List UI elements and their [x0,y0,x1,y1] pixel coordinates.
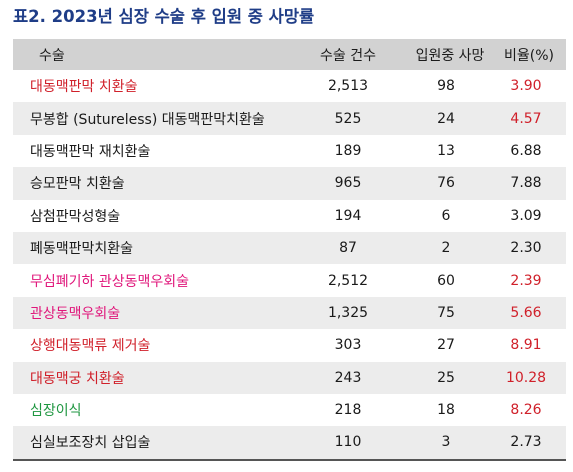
table-body: 대동맥판막 치환술 2,513 98 3.90 무봉합 (Sutureless) 대동맥… [13,70,566,461]
surgery-count-cell: 303 [334,337,362,354]
death-ratio-cell: 8.26 [510,402,542,419]
surgery-name-cell: 대동맥판막 재치환술 [30,143,151,160]
table-row: 심실보조장치 삽입술 110 3 2.73 [13,426,566,461]
surgery-count-cell: 194 [334,207,362,224]
death-count-cell: 98 [437,78,455,95]
death-count-cell: 25 [437,369,455,386]
surgery-count-cell: 189 [334,142,362,159]
table-header-row: 수술 수술 건수 입원중 사망 비율(%) [13,39,566,70]
surgery-count-cell: 218 [334,402,362,419]
surgery-name-cell: 폐동맥판막치환술 [30,241,134,258]
surgery-count-cell: 243 [334,369,362,386]
surgery-name-cell: 상행대동맥류 제거술 [30,338,151,355]
table-row: 대동맥궁 치환술 243 25 10.28 [13,361,566,394]
table-row: 삼첨판막성형술 194 6 3.09 [13,199,566,232]
surgery-count-cell: 2,513 [327,78,369,95]
death-count-cell: 24 [437,110,455,127]
surgery-name-cell: 심실보조장치 삽입술 [30,435,151,452]
surgery-name-cell: 삼첨판막성형술 [30,208,121,225]
table-row: 대동맥판막 치환술 2,513 98 3.90 [13,70,566,103]
table-row: 승모판막 치환술 965 76 7.88 [13,167,566,200]
surgery-name-cell: 대동맥판막 치환술 [30,79,138,96]
death-count-cell: 13 [437,142,455,159]
death-count-cell: 27 [437,337,455,354]
death-ratio-cell: 5.66 [510,304,542,321]
table-row: 상행대동맥류 제거술 303 27 8.91 [13,329,566,362]
surgery-name-cell: 무심폐기하 관상동맥우회술 [30,273,190,290]
table-title: 표2. 2023년 심장 수술 후 입원 중 사망률 [13,7,315,26]
death-ratio-cell: 8.91 [510,337,542,354]
surgery-name-cell: 무봉합 (Sutureless) 대동맥판막치환술 [30,111,265,128]
death-count-cell: 76 [437,175,455,192]
surgery-count-cell: 1,325 [327,304,369,321]
death-ratio-cell: 3.09 [510,207,542,224]
surgery-name-cell: 승모판막 치환술 [30,176,125,193]
surgery-count-cell: 87 [339,240,357,257]
death-count-cell: 3 [441,434,451,451]
header-ratio: 비율(%) [504,47,554,64]
table-row: 관상동맥우회술 1,325 75 5.66 [13,296,566,330]
death-count-cell: 60 [437,272,455,289]
death-ratio-cell: 7.88 [510,175,542,192]
death-ratio-cell: 2.73 [510,434,542,451]
death-ratio-cell: 4.57 [510,110,542,127]
surgery-name-cell: 관상동맥우회술 [30,305,121,322]
death-ratio-cell: 10.28 [505,369,547,386]
death-ratio-cell: 6.88 [510,142,542,159]
surgery-name-cell: 심장이식 [30,403,82,420]
header-surgery: 수술 [39,47,65,64]
surgery-count-cell: 2,512 [327,272,369,289]
surgery-name-cell: 대동맥궁 치환술 [30,370,125,387]
death-count-cell: 75 [437,304,455,321]
surgery-count-cell: 110 [334,434,362,451]
death-count-cell: 18 [437,402,455,419]
table-row: 무봉합 (Sutureless) 대동맥판막치환술 525 24 4.57 [13,102,566,135]
surgery-count-cell: 965 [334,175,362,192]
mortality-table: 수술 수술 건수 입원중 사망 비율(%) 대동맥판막 치환술 2,513 98 3.… [13,39,566,461]
surgery-count-cell: 525 [334,110,362,127]
death-ratio-cell: 2.39 [510,272,542,289]
death-count-cell: 6 [441,207,451,224]
table-row: 폐동맥판막치환술 87 2 2.30 [13,231,566,265]
death-ratio-cell: 3.90 [510,78,542,95]
header-in-hospital-deaths: 입원중 사망 [415,47,485,64]
death-count-cell: 2 [441,240,451,257]
header-surgery-count: 수술 건수 [320,47,376,64]
table-row: 무심폐기하 관상동맥우회술 2,512 60 2.39 [13,264,566,297]
table-row: 심장이식 218 18 8.26 [13,393,566,427]
death-ratio-cell: 2.30 [510,240,542,257]
table-row: 대동맥판막 재치환술 189 13 6.88 [13,134,566,168]
